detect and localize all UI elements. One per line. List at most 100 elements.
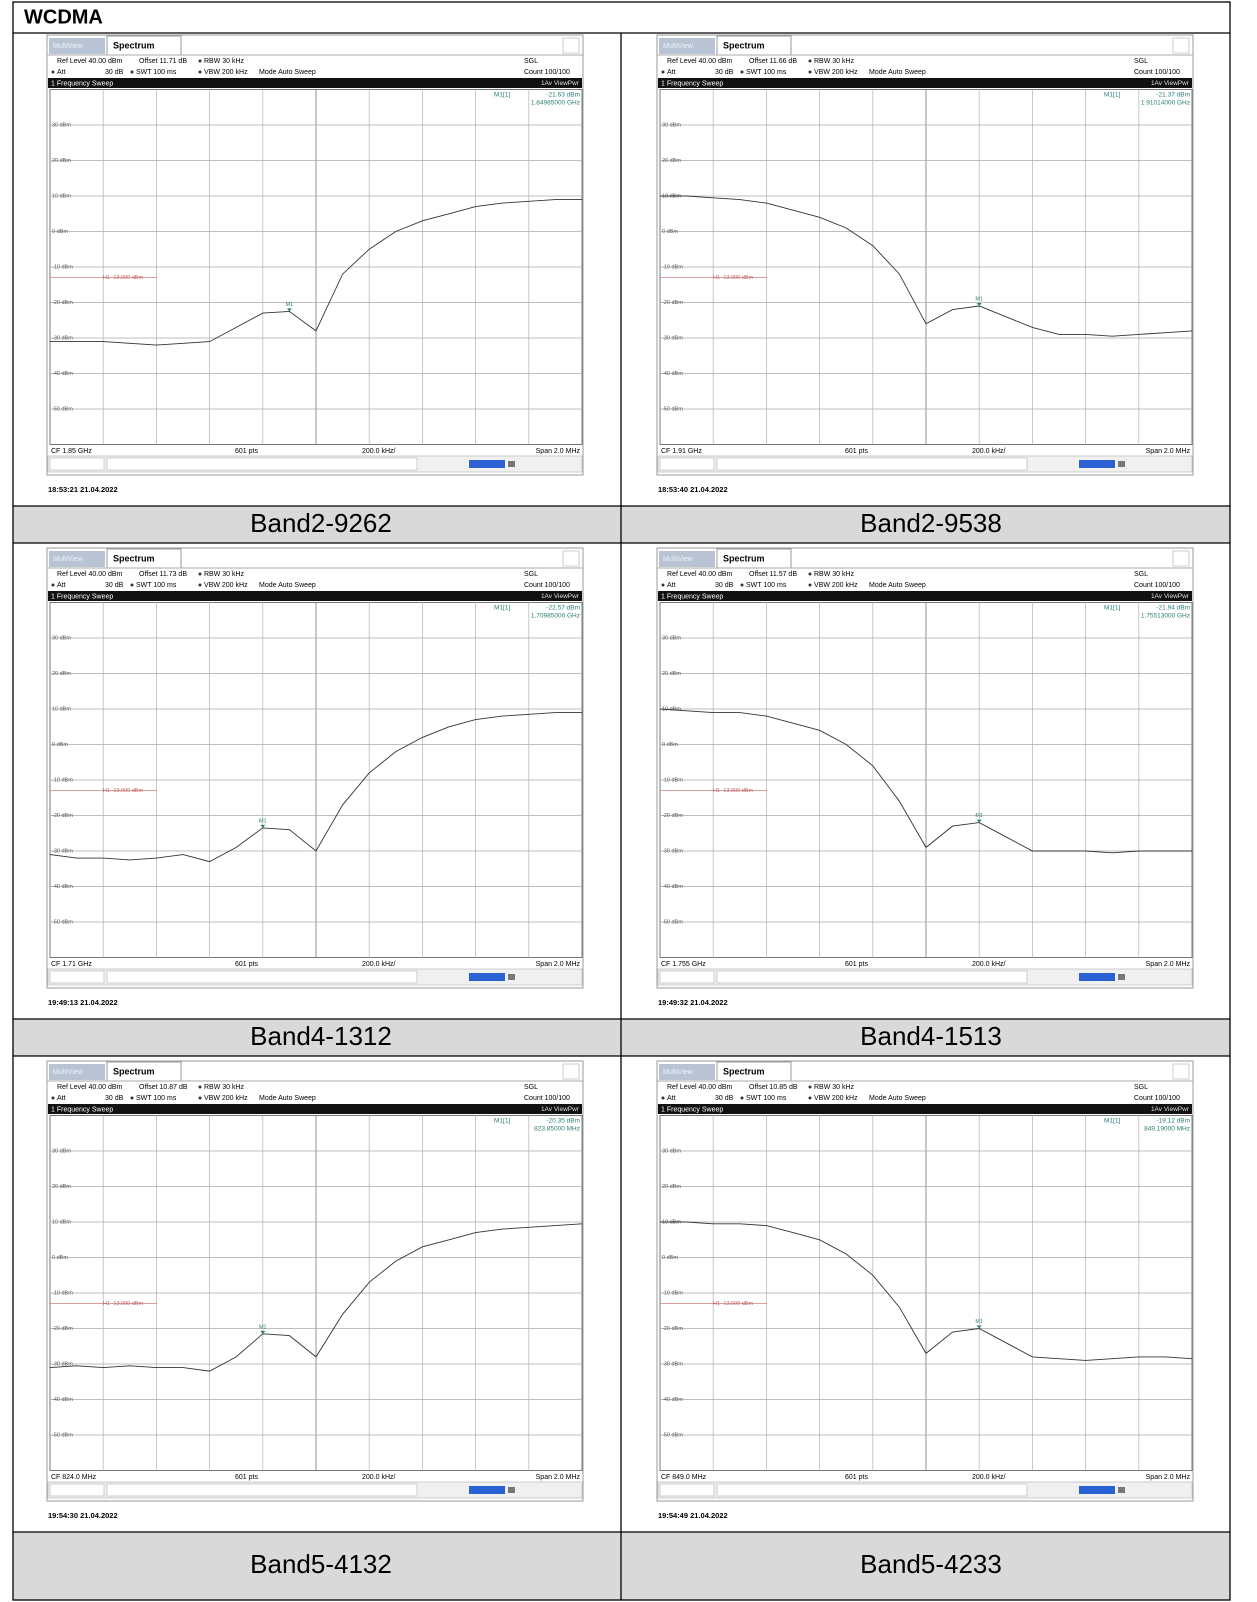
- y-tick-label: 20 dBm: [52, 671, 71, 677]
- sweep-title: 1 Frequency Sweep: [51, 593, 113, 600]
- y-tick-label: 20 dBm: [662, 158, 681, 164]
- bullet: [662, 1097, 665, 1100]
- tab-icon: [1173, 38, 1189, 53]
- tab-label: Spectrum: [723, 1066, 765, 1076]
- sgl: SGL: [1134, 1084, 1148, 1091]
- span: Span 2.0 MHz: [1146, 448, 1191, 455]
- timestamp: 19:49:13 21.04.2022: [48, 998, 118, 1007]
- mode: Mode Auto Sweep: [259, 1095, 316, 1102]
- points: 601 pts: [235, 1474, 258, 1481]
- tab-label: Spectrum: [723, 40, 765, 50]
- progress-indicator: [1079, 1486, 1115, 1494]
- points: 601 pts: [235, 448, 258, 455]
- status-icon: [508, 461, 515, 467]
- y-tick-label: -10 dBm: [662, 264, 683, 270]
- span: Span 2.0 MHz: [1146, 1474, 1191, 1481]
- marker-frequency: 823.85000 MHz: [534, 1126, 580, 1133]
- mode: Mode Auto Sweep: [259, 582, 316, 589]
- y-tick-label: -40 dBm: [662, 1397, 683, 1403]
- rbw: RBW 30 kHz: [204, 58, 245, 65]
- y-tick-label: -30 dBm: [662, 1361, 683, 1367]
- limit-label: H1 -13.000 dBm: [103, 788, 143, 794]
- caption: Band2-9262: [250, 508, 392, 538]
- bullet: [199, 584, 202, 587]
- bullet: [809, 71, 812, 74]
- progress-indicator: [469, 460, 505, 468]
- att-value: 30 dB: [105, 1095, 124, 1102]
- caption: Band4-1513: [860, 1021, 1002, 1051]
- bullet: [809, 1086, 812, 1089]
- bullet: [199, 1097, 202, 1100]
- marker-level: -22.57 dBm: [546, 605, 580, 612]
- sweep-bar: [658, 1104, 1192, 1114]
- progress-indicator: [1079, 460, 1115, 468]
- timestamp: 19:49:32 21.04.2022: [658, 998, 728, 1007]
- y-tick-label: -10 dBm: [52, 1290, 73, 1296]
- marker-level: -21.37 dBm: [1156, 92, 1190, 99]
- count: Count 100/100: [524, 582, 570, 589]
- limit-label: H1 -13.000 dBm: [103, 1301, 143, 1307]
- mode: Mode Auto Sweep: [869, 582, 926, 589]
- caption: Band2-9538: [860, 508, 1002, 538]
- bullet: [52, 71, 55, 74]
- mode: Mode Auto Sweep: [259, 69, 316, 76]
- y-tick-label: -40 dBm: [662, 884, 683, 890]
- tab-label: Spectrum: [113, 553, 155, 563]
- marker-tag: M1: [975, 813, 983, 819]
- marker-tag: M1: [975, 297, 983, 303]
- timestamp: 19:54:49 21.04.2022: [658, 1511, 728, 1520]
- count: Count 100/100: [524, 69, 570, 76]
- tab-label: MultiView: [53, 1069, 84, 1076]
- y-tick-label: 0 dBm: [52, 742, 68, 748]
- caption: Band5-4132: [250, 1549, 392, 1579]
- status-field: [660, 1484, 714, 1496]
- swt: SWT 100 ms: [746, 1095, 787, 1102]
- limit-label: H1 -13.000 dBm: [713, 788, 753, 794]
- marker-tag: M1: [975, 1319, 983, 1325]
- y-tick-label: -40 dBm: [662, 371, 683, 377]
- status-field: [107, 1484, 417, 1496]
- rbw: RBW 30 kHz: [814, 58, 855, 65]
- marker-name: M1[1]: [494, 92, 510, 99]
- offset: Offset 11.73 dB: [139, 571, 187, 578]
- bullet: [662, 71, 665, 74]
- bullet: [809, 60, 812, 63]
- document-title: WCDMA: [24, 6, 103, 28]
- bullet: [52, 1097, 55, 1100]
- status-field: [717, 1484, 1027, 1496]
- bullet: [741, 1097, 744, 1100]
- count: Count 100/100: [524, 1095, 570, 1102]
- bullet: [199, 573, 202, 576]
- span: Span 2.0 MHz: [536, 961, 581, 968]
- trace-mode: 1Av ViewPwr: [1151, 593, 1190, 600]
- trace-mode: 1Av ViewPwr: [1151, 80, 1190, 87]
- y-tick-label: 20 dBm: [662, 1184, 681, 1190]
- mode: Mode Auto Sweep: [869, 69, 926, 76]
- vbw: VBW 200 kHz: [204, 69, 248, 76]
- y-tick-label: -50 dBm: [662, 1432, 683, 1438]
- trace-mode: 1Av ViewPwr: [541, 80, 580, 87]
- tab-icon: [1173, 1064, 1189, 1079]
- status-field: [717, 458, 1027, 470]
- marker-tag: M1: [259, 1324, 267, 1330]
- rbw: RBW 30 kHz: [814, 1084, 855, 1091]
- y-tick-label: -30 dBm: [52, 848, 73, 854]
- center-frequency: CF 1.85 GHz: [51, 448, 92, 455]
- y-tick-label: 0 dBm: [662, 229, 678, 235]
- att: Att: [667, 1095, 676, 1102]
- vbw: VBW 200 kHz: [814, 582, 858, 589]
- y-tick-label: -20 dBm: [52, 1326, 73, 1332]
- caption: Band5-4233: [860, 1549, 1002, 1579]
- status-field: [50, 458, 104, 470]
- points: 601 pts: [845, 961, 868, 968]
- att: Att: [57, 69, 66, 76]
- y-tick-label: 30 dBm: [52, 635, 71, 641]
- count: Count 100/100: [1134, 1095, 1180, 1102]
- vbw: VBW 200 kHz: [204, 582, 248, 589]
- y-tick-label: -40 dBm: [52, 884, 73, 890]
- trace-mode: 1Av ViewPwr: [541, 1106, 580, 1113]
- tab-icon: [563, 551, 579, 566]
- sweep-bar: [48, 591, 582, 601]
- tab-icon: [1173, 551, 1189, 566]
- y-tick-label: -40 dBm: [52, 371, 73, 377]
